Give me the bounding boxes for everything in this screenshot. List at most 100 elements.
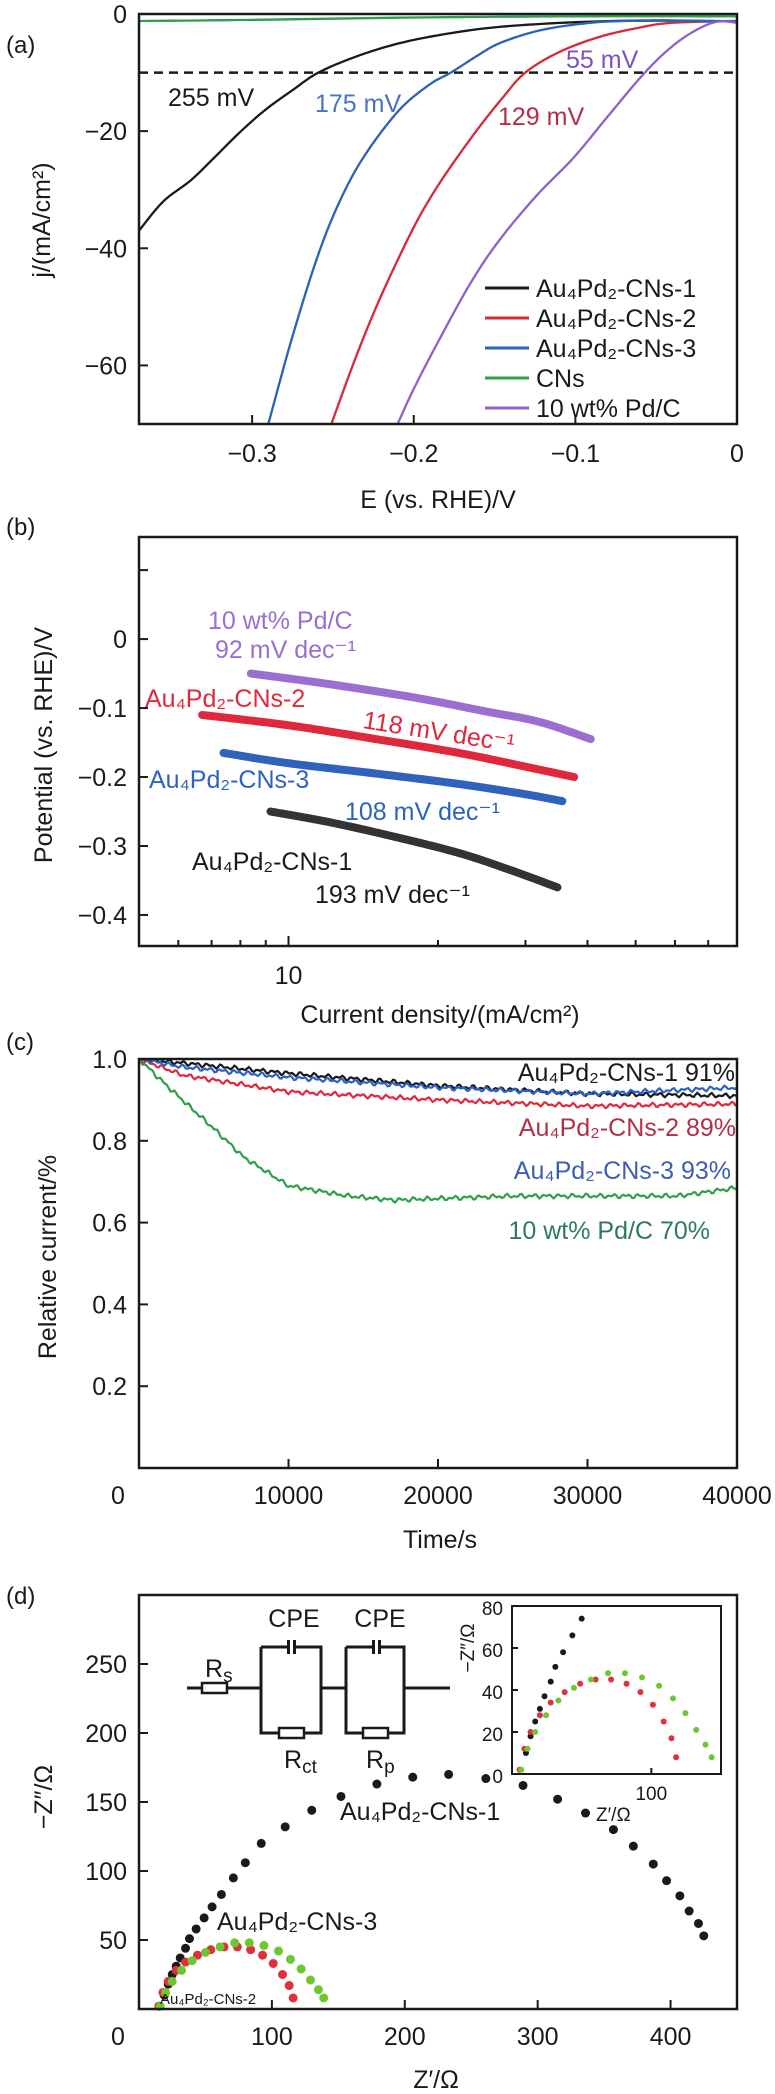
inset-x-title: Z′/Ω	[596, 1805, 631, 1826]
data-point-au-pd-cns-1	[256, 1838, 266, 1848]
data-point-au-pd-cns-3	[230, 1938, 240, 1948]
data-point-au-pd-cns-2	[246, 1945, 256, 1955]
panel-a-x-tick-label: 0	[730, 440, 744, 468]
series-line-au-pd-cns-3-93	[139, 1059, 737, 1098]
data-point-au-pd-cns-2	[288, 1993, 298, 2003]
panel-a-y-tick-label: −60	[85, 352, 127, 380]
panel-b-x-title: Current density/(mA/cm²)	[300, 1001, 579, 1029]
inset-data-point-au-pd-cns-3	[622, 1670, 629, 1677]
inset-data-point-au-pd-cns-3	[670, 1695, 677, 1702]
data-point-au-pd-cns-1	[207, 1902, 217, 1912]
data-point-au-pd-cns-3	[296, 1964, 306, 1974]
panel-d-x-tick-label: 200	[384, 2023, 426, 2051]
inset-data-point-au-pd-cns-3	[543, 1712, 550, 1719]
inset-data-point-au-pd-cns-3	[639, 1674, 646, 1681]
data-point-au-pd-cns-1	[693, 1918, 703, 1928]
annotation-255mv: 255 mV	[168, 84, 254, 112]
panel-b-tafel-chart: 0 −0.1 −0.2 −0.3 −0.4 10 Current density/(mA/…	[30, 535, 739, 1029]
series-line-au-pd-cns-3	[267, 19, 737, 424]
series-line-10-wt-pd-c-70	[139, 1059, 737, 1204]
series-line-au-pd-cns-2	[198, 710, 579, 782]
inset-data-point-au-pd-cns-2	[561, 1689, 568, 1696]
panel-b-axes: 0 −0.1 −0.2 −0.3 −0.4 10	[78, 569, 710, 990]
panel-b-y-title: Potential (vs. RHE)/V	[30, 627, 58, 864]
data-point-au-pd-cns-1	[199, 1913, 209, 1923]
data-point-au-pd-cns-1	[336, 1791, 346, 1801]
data-point-au-pd-cns-1	[280, 1822, 290, 1832]
inset-x-tick-label: 100	[635, 1784, 667, 1805]
data-point-au-pd-cns-3	[187, 1956, 197, 1966]
nyquist-inset: 80 60 40 20 0 100 −Z″/Ω Z′/Ω	[458, 1599, 722, 1826]
panel-a-legend: Au₄Pd₂-CNs-1Au₄Pd₂-CNs-2Au₄Pd₂-CNs-3CNs1…	[485, 275, 696, 423]
inset-y-tick-label: 40	[482, 1683, 503, 1704]
series-line-au-pd-cns-2-89	[139, 1059, 737, 1110]
cpe-2-plate-left	[372, 1640, 375, 1654]
inset-y-tick-label: 20	[482, 1725, 503, 1746]
panel-a-y-tick-label: 0	[113, 1, 127, 29]
inset-data-point-au-pd-cns-1	[560, 1649, 567, 1656]
panel-d-plot-area	[154, 1769, 709, 2011]
inset-data-point-au-pd-cns-2	[623, 1680, 630, 1687]
series-line-au-pd-cns-1	[266, 807, 562, 892]
data-point-au-pd-cns-1	[228, 1873, 238, 1883]
label-pdc: 10 wt% Pd/C	[208, 607, 353, 635]
panel-a-x-tick-label: −0.2	[389, 440, 438, 468]
data-point-au-pd-cns-1	[608, 1825, 618, 1835]
resistor-rp-icon	[361, 1726, 390, 1740]
panel-d-y-tick-label: 50	[99, 1927, 127, 1955]
panel-a-x-title: E (vs. RHE)/V	[360, 486, 516, 514]
data-point-au-pd-cns-3	[244, 1938, 254, 1948]
inset-data-point-au-pd-cns-2	[592, 1676, 599, 1683]
series-line-10-wt-pd-c	[246, 669, 595, 744]
inset-background	[512, 1606, 721, 1774]
panel-a-plot-area	[139, 15, 737, 424]
label-cns-2: Au₄Pd₂-CNs-2	[145, 685, 305, 713]
label-rct: Rct	[284, 1746, 318, 1778]
cpe-1-plate-left	[287, 1640, 290, 1654]
data-point-au-pd-cns-1	[628, 1841, 638, 1851]
resistor-rct-icon	[277, 1726, 306, 1740]
panel-c-y-tick-label: 0.8	[92, 1128, 127, 1156]
label-nyquist-cns-2: Au₄Pd₂-CNs-2	[160, 1991, 256, 2008]
data-point-au-pd-cns-1	[240, 1858, 250, 1868]
label-cpe-2: CPE	[354, 1605, 405, 1633]
panel-c-x-tick-label: 30000	[553, 1482, 623, 1510]
panel-c-stability-chart: 1.0 0.8 0.6 0.4 0.2 0 10000 20000 30000 40000 Tim…	[34, 1046, 772, 1554]
panel-c-y-tick-label: 0.4	[92, 1291, 127, 1319]
cpe-2-plate-right	[378, 1640, 381, 1654]
data-point-au-pd-cns-1	[699, 1931, 709, 1941]
data-point-au-pd-cns-3	[274, 1946, 284, 1956]
series-line-au-pd-cns-1	[139, 19, 737, 232]
panel-b-y-tick-label: −0.2	[78, 764, 127, 792]
panel-b-x-tick-label: 10	[275, 962, 303, 990]
resistor-rs-icon	[200, 1681, 229, 1695]
panel-d-y-title: −Z″/Ω	[30, 1765, 58, 1829]
inset-data-point-au-pd-cns-2	[649, 1701, 656, 1708]
data-point-au-pd-cns-1	[307, 1805, 317, 1815]
series-line-cns	[139, 15, 737, 23]
inset-y-tick-label: 60	[482, 1641, 503, 1662]
data-point-au-pd-cns-3	[200, 1947, 210, 1957]
panel-b-y-tick-label: −0.3	[78, 833, 127, 861]
slope-cns-1: 193 mV dec⁻¹	[315, 881, 470, 909]
legend-label-cns: CNs	[536, 365, 585, 393]
inset-data-point-au-pd-cns-3	[518, 1766, 525, 1773]
series-line-au-pd-cns-1-91	[139, 1059, 737, 1100]
inset-data-point-au-pd-cns-3	[524, 1745, 531, 1752]
data-point-au-pd-cns-1	[444, 1769, 454, 1779]
panel-c-x-title: Time/s	[403, 1526, 477, 1554]
slope-cns-3: 108 mV dec⁻¹	[345, 798, 500, 826]
data-point-au-pd-cns-1	[648, 1859, 658, 1869]
label-cpe-1: CPE	[268, 1605, 319, 1633]
data-point-au-pd-cns-3	[319, 1993, 329, 2003]
panel-label-a: (a)	[6, 32, 35, 59]
annotation-55mv: 55 mV	[566, 46, 639, 74]
label-cns-3-retention: Au₄Pd₂-CNs-3 93%	[514, 1157, 731, 1185]
inset-data-point-au-pd-cns-1	[552, 1663, 559, 1670]
label-cns-1: Au₄Pd₂-CNs-1	[192, 848, 352, 876]
inset-data-point-au-pd-cns-1	[541, 1693, 548, 1700]
data-point-au-pd-cns-1	[191, 1924, 201, 1934]
inset-data-point-au-pd-cns-2	[536, 1712, 543, 1719]
